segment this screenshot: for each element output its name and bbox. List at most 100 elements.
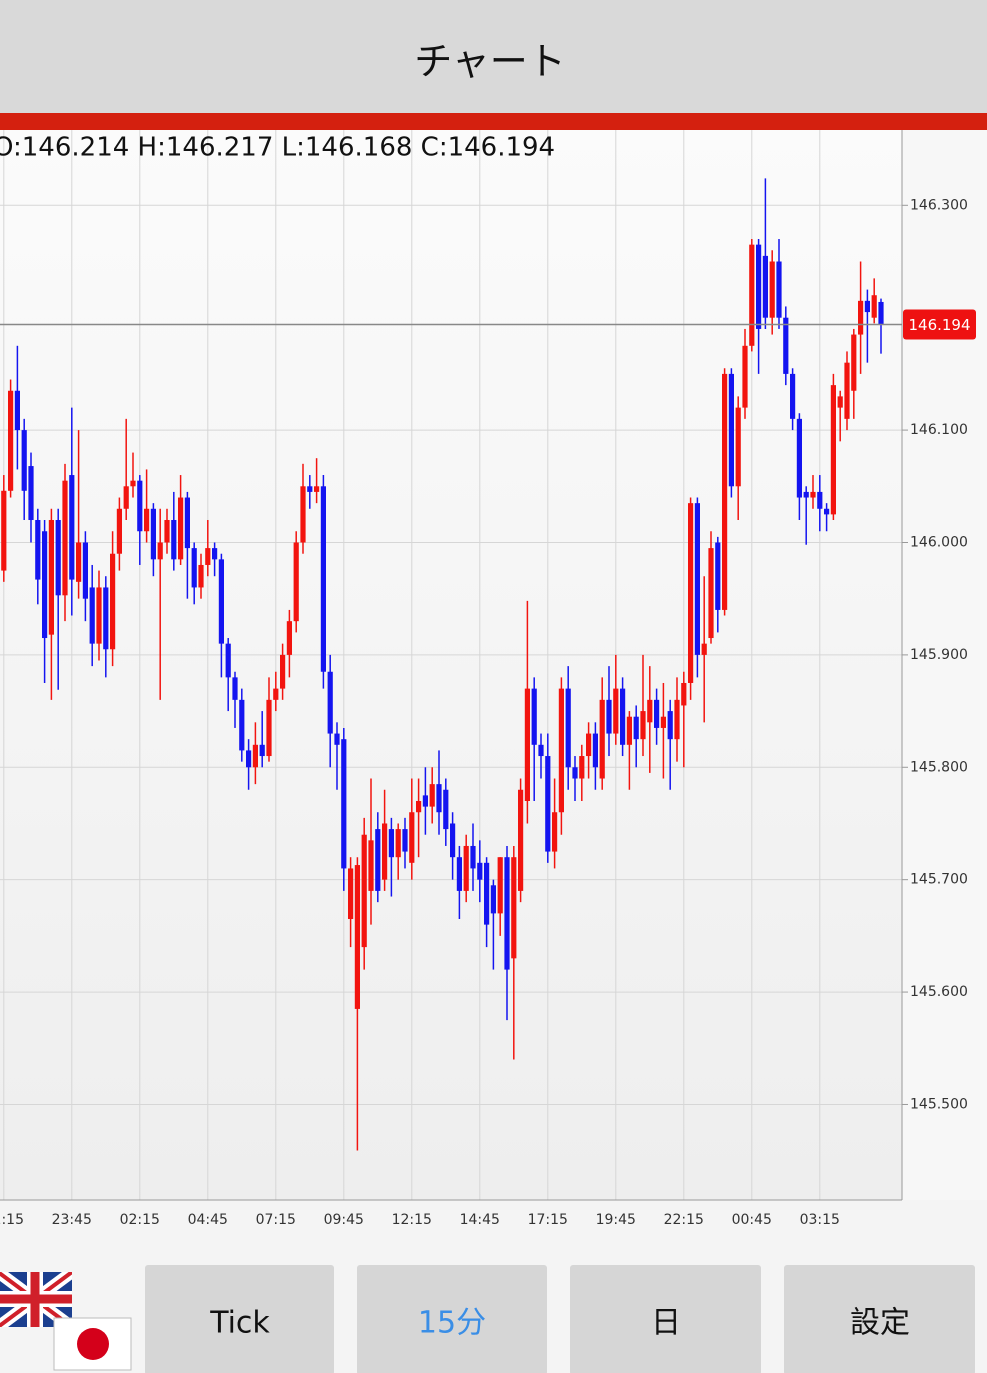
candle-body — [864, 300, 870, 313]
candle-body — [266, 699, 272, 757]
candle-body — [817, 491, 823, 509]
candle-body — [205, 548, 211, 565]
day-button[interactable]: 日 — [570, 1265, 761, 1373]
candle-body — [701, 643, 707, 655]
button-label: Tick — [209, 1306, 270, 1341]
candle-body — [830, 385, 836, 515]
candle-body — [252, 744, 258, 768]
candle-body — [844, 362, 850, 419]
candle-body — [110, 553, 116, 650]
candle-body — [327, 671, 333, 734]
axis-area — [902, 130, 987, 1200]
candle-body — [191, 548, 197, 588]
candle-body — [103, 587, 109, 650]
candle-body — [402, 829, 408, 852]
price-tag-label: 146.194 — [908, 316, 970, 334]
button-label: 設定 — [850, 1306, 910, 1341]
candle-body — [667, 711, 673, 740]
candle-body — [477, 862, 483, 880]
candle-body — [871, 295, 877, 318]
y-tick-label: 146.000 — [910, 534, 968, 550]
candle-body — [688, 503, 694, 683]
jp-flag[interactable] — [53, 1317, 132, 1371]
candle-body — [225, 643, 231, 678]
candle-body — [259, 744, 265, 757]
candle-body — [314, 486, 320, 492]
candle-body — [640, 711, 646, 740]
x-tick-label: 17:15 — [528, 1212, 568, 1228]
flag-disc — [77, 1328, 109, 1360]
y-tick-label: 145.800 — [910, 759, 968, 775]
candle-body — [654, 699, 660, 728]
y-tick-label: 145.600 — [910, 984, 968, 1000]
candle-body — [565, 688, 571, 768]
candle-body — [858, 300, 864, 335]
interval-button[interactable]: 15分 — [357, 1265, 547, 1373]
candle-body — [443, 789, 449, 830]
candle-body — [715, 542, 721, 610]
candle-body — [354, 865, 360, 1009]
candle-body — [69, 475, 75, 580]
candle-body — [647, 699, 653, 723]
candle-body — [756, 244, 762, 329]
x-tick-label: 09:45 — [324, 1212, 364, 1228]
candle-body — [456, 857, 462, 891]
candle-body — [341, 739, 347, 869]
candle-body — [184, 497, 190, 549]
price-tag — [903, 309, 976, 340]
candle-body — [198, 564, 204, 588]
y-tick-label: 145.500 — [910, 1096, 968, 1112]
candle-body — [348, 868, 354, 920]
candle-body — [796, 418, 802, 498]
candle-body — [606, 699, 612, 734]
candle-body — [824, 508, 830, 515]
candle-body — [239, 699, 245, 751]
candle-body — [21, 430, 27, 491]
candle-body — [837, 396, 843, 408]
uk-flag[interactable] — [0, 1272, 72, 1327]
candle-body — [545, 756, 551, 852]
x-tick-label: 21:15 — [0, 1212, 24, 1228]
candle-body — [660, 716, 666, 728]
candle-body — [626, 716, 632, 745]
candle-body — [334, 733, 340, 745]
tick-button[interactable]: Tick — [145, 1265, 334, 1373]
candle-body — [484, 862, 490, 925]
candle-body — [82, 542, 88, 599]
candle-body — [586, 733, 592, 757]
candle-body — [116, 508, 122, 554]
candle-body — [490, 885, 496, 914]
candle-body — [470, 845, 476, 869]
candle-body — [497, 857, 503, 914]
candle-body — [749, 244, 755, 346]
candle-body — [123, 486, 129, 509]
button-label: 15分 — [418, 1306, 486, 1341]
x-tick-label: 07:15 — [256, 1212, 296, 1228]
x-tick-label: 12:15 — [392, 1212, 432, 1228]
ohlc-info: O:146.214 H:146.217 L:146.168 C:146.194 — [0, 133, 555, 163]
flag-cross-red — [0, 1272, 72, 1327]
x-tick-label: 23:45 — [52, 1212, 92, 1228]
candle-body — [436, 784, 442, 813]
candle-body — [395, 829, 401, 858]
x-tick-label: 04:45 — [188, 1212, 228, 1228]
candle-body — [137, 480, 143, 532]
candle-body — [300, 486, 306, 543]
y-tick-label: 145.900 — [910, 647, 968, 663]
candle-body — [803, 491, 809, 498]
candle-body — [674, 699, 680, 740]
candle-body — [35, 520, 41, 580]
candle-body — [55, 520, 61, 596]
settings-button[interactable]: 設定 — [784, 1265, 975, 1373]
candle-body — [851, 334, 857, 391]
candle-body — [463, 845, 469, 891]
header-bar — [0, 0, 987, 113]
candle-body — [144, 508, 150, 532]
candle-body — [361, 834, 367, 948]
button-bg — [784, 1265, 975, 1373]
candle-body — [178, 497, 184, 560]
candle-body — [518, 789, 524, 891]
candle-body — [171, 520, 177, 560]
